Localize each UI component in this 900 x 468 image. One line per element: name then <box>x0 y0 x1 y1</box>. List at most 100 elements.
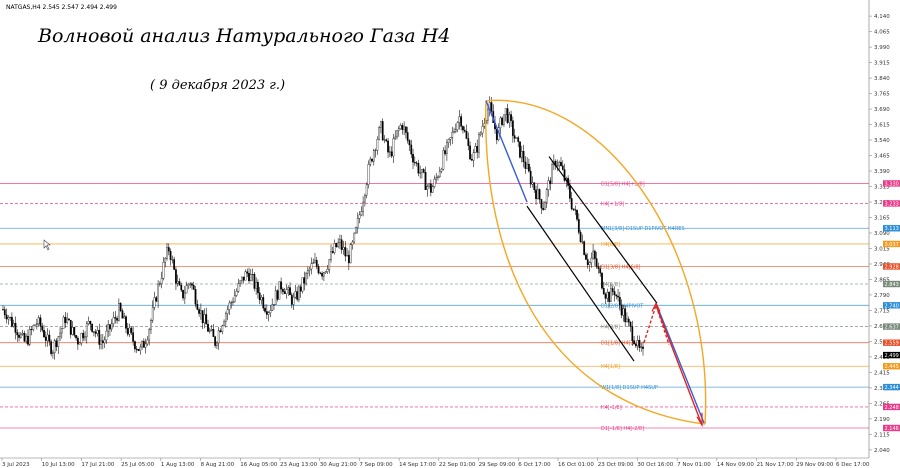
forecast-trend-line <box>655 302 705 424</box>
candle-body <box>620 304 623 316</box>
price-tags: 3.330 3.233 3.113 3.037 2.928 2.843 2.740 2.637… <box>883 180 900 432</box>
price-tag <box>883 180 900 187</box>
candle-body <box>194 289 197 305</box>
x-tick-label: 30 Oct 16:00 <box>637 462 673 468</box>
candle-body <box>403 126 405 130</box>
candle-body <box>604 293 607 299</box>
candle-body <box>48 334 51 342</box>
y-tick-label: 2.265 <box>874 401 890 407</box>
candle-body <box>417 163 420 174</box>
candle-body <box>372 150 375 162</box>
price-tag <box>883 200 900 207</box>
candle-body <box>442 150 445 170</box>
candle-body <box>198 309 200 314</box>
candle-body <box>515 137 518 139</box>
y-tick-label: 2.490 <box>874 355 890 361</box>
level-label: H4[8/8] <box>601 242 620 248</box>
forecast-dashed-path <box>643 303 670 345</box>
x-tick-label: 16 Oct 01:00 <box>558 462 594 468</box>
candle-body <box>474 145 477 153</box>
candle-body <box>80 333 83 344</box>
candle-body <box>592 250 594 259</box>
candle-body <box>360 211 363 216</box>
price-tag-text: 2.146 <box>885 426 899 432</box>
price-tag-text: 2.445 <box>885 364 899 370</box>
candle-body <box>421 169 423 173</box>
candle-body <box>84 336 86 339</box>
candle-body <box>71 327 74 335</box>
y-tick-label: 2.040 <box>874 448 890 454</box>
y-tick-label: 2.940 <box>874 262 890 268</box>
candle-body <box>123 316 126 319</box>
candle-body <box>538 189 541 200</box>
candle-body <box>415 162 418 164</box>
candle-body <box>101 340 104 344</box>
candle-body <box>622 308 625 316</box>
candle-body <box>314 259 316 263</box>
candle-body <box>633 340 635 345</box>
candle-body <box>52 352 54 355</box>
candle-body <box>180 285 183 291</box>
candle-body <box>429 183 432 193</box>
candle-body <box>241 276 243 282</box>
candle-body <box>323 272 325 277</box>
candle-body <box>469 145 471 160</box>
candle-body <box>394 136 397 139</box>
candle-body <box>610 288 612 302</box>
candle-body <box>640 346 643 348</box>
candle-body <box>264 307 266 312</box>
candle-body <box>87 321 90 324</box>
candle-body <box>570 198 573 209</box>
price-tag <box>883 383 900 391</box>
level-label: MN1[3/8]-D1SUP D1PIVOT H4RES <box>601 226 685 232</box>
candle-body <box>490 102 493 112</box>
candle-body <box>629 321 632 327</box>
candle-body <box>27 335 29 345</box>
candle-body <box>597 266 600 269</box>
price-tag <box>883 403 900 411</box>
candle-body <box>593 250 596 259</box>
candle-body <box>438 171 441 178</box>
x-tick-label: 1 Aug 13:00 <box>161 462 195 468</box>
candle-body <box>255 282 258 289</box>
cursor-arrow-icon <box>43 239 51 251</box>
candle-body <box>126 328 129 335</box>
candle-body <box>246 271 249 274</box>
price-tag-text: 2.559 <box>885 341 899 347</box>
candle-body <box>32 325 35 330</box>
channel-upper <box>548 156 658 304</box>
level-label: D1[1/8] H4[2/8] <box>601 341 641 347</box>
candle-body <box>615 294 618 297</box>
candle-body <box>160 278 163 284</box>
price-tag-text: 2.740 <box>885 303 899 309</box>
candle-body <box>444 150 446 154</box>
candle-body <box>7 317 10 320</box>
forecast-arrow-down-icon <box>696 412 703 428</box>
candle-body <box>153 297 156 308</box>
candle-body <box>62 316 65 329</box>
candle-body <box>130 327 133 333</box>
candle-body <box>134 341 136 350</box>
candle-body <box>369 158 372 165</box>
level-label: W1[1/8] D1SUP H4SUP <box>601 385 658 391</box>
candle-body <box>563 169 566 181</box>
candle-body <box>298 286 300 300</box>
candle-body <box>618 296 621 306</box>
candle-body <box>191 283 193 286</box>
candle-body <box>339 239 341 243</box>
candle-body <box>85 323 88 337</box>
time-axis: 3 Jul 2023 10 Jul 13:00 17 Jul 21:00 25 Jul… <box>1 458 870 468</box>
candle-body <box>242 276 245 281</box>
candle-body <box>499 117 502 128</box>
candle-body <box>262 297 265 309</box>
candle-body <box>148 329 151 341</box>
forecast-arrow-up-icon <box>651 301 661 312</box>
x-tick-label: 30 Aug 21:00 <box>320 462 358 468</box>
symbol-header: NATGAS,H4 2.545 2.547 2.494 2.499 <box>6 4 117 11</box>
level-label: H4[-1/8] <box>601 405 622 411</box>
candle-body <box>146 339 149 345</box>
candle-body <box>235 291 238 296</box>
y-tick-label: 2.790 <box>874 293 890 299</box>
candle-body <box>282 289 284 292</box>
candle-body <box>412 154 414 163</box>
